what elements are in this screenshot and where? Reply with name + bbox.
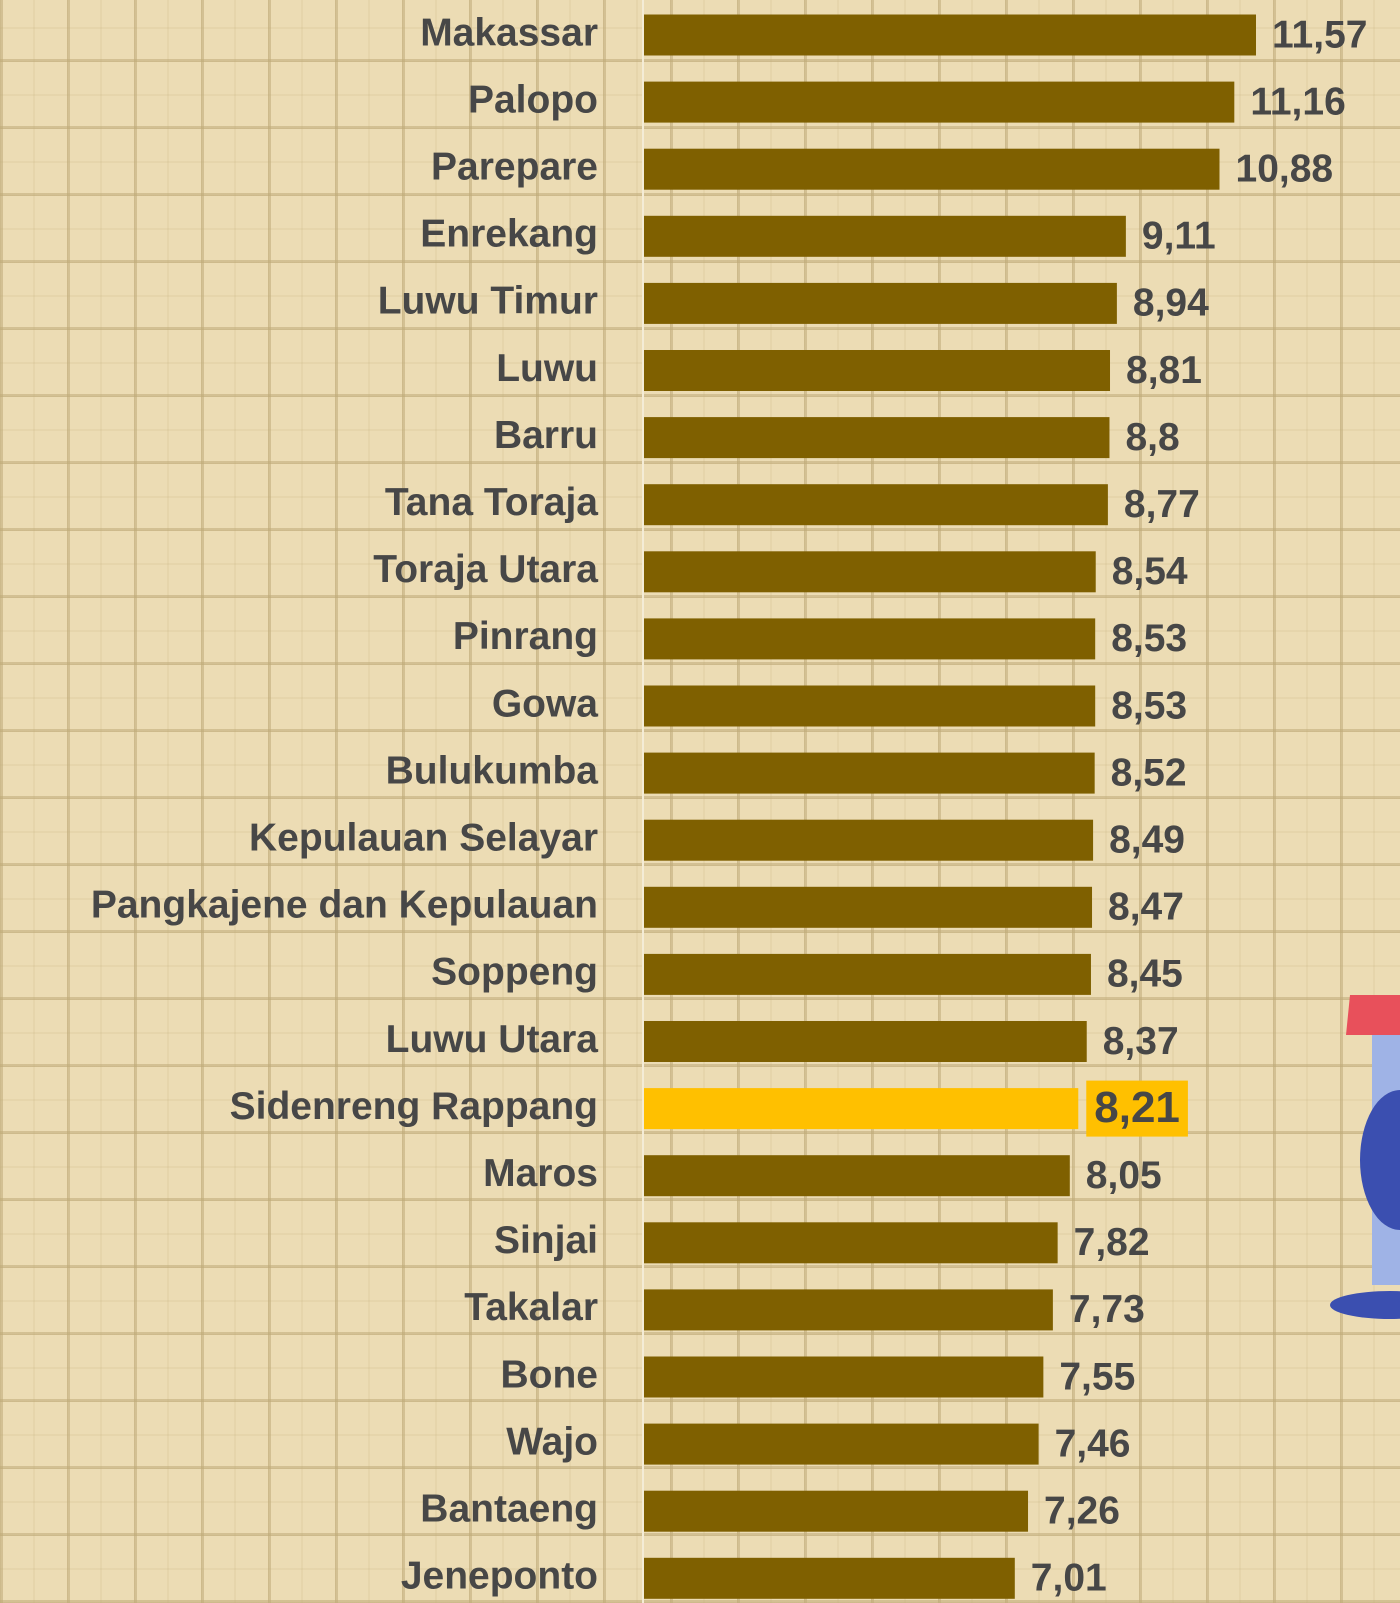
bar	[644, 1088, 1079, 1130]
bar	[644, 1222, 1058, 1264]
value-label: 8,8	[1125, 416, 1179, 459]
bar	[644, 685, 1096, 727]
category-label: Kepulauan Selayar	[249, 816, 598, 859]
value-label: 7,55	[1059, 1355, 1135, 1398]
axis-line	[642, 0, 644, 1603]
category-label: Sidenreng Rappang	[230, 1085, 598, 1128]
bar	[644, 417, 1110, 459]
value-label: 7,82	[1074, 1221, 1150, 1264]
category-label: Wajo	[506, 1420, 598, 1463]
value-label: 7,01	[1031, 1557, 1107, 1600]
bar	[644, 886, 1093, 928]
figure	[1360, 1090, 1400, 1230]
category-label: Pinrang	[453, 615, 598, 658]
value-label: 8,53	[1111, 617, 1187, 660]
category-label: Luwu Utara	[386, 1018, 599, 1061]
value-label-highlight	[1086, 1080, 1188, 1137]
category-label: Bulukumba	[386, 749, 599, 792]
value-label: 8,47	[1108, 886, 1184, 929]
bar	[644, 350, 1111, 391]
value-label: 11,57	[1272, 13, 1367, 56]
category-label: Jeneponto	[401, 1555, 598, 1598]
value-label: 11,16	[1250, 80, 1345, 123]
bar	[644, 618, 1096, 660]
value-label: 8,49	[1109, 818, 1185, 861]
value-label: 8,94	[1133, 282, 1209, 325]
bar	[644, 551, 1096, 593]
value-label: 8,05	[1086, 1154, 1162, 1197]
category-label: Bone	[501, 1353, 599, 1396]
category-label: Makassar	[420, 11, 598, 54]
bar	[644, 282, 1117, 324]
category-label: Maros	[483, 1152, 598, 1195]
value-label: 8,37	[1103, 1020, 1179, 1063]
value-label: 8,77	[1124, 483, 1200, 526]
bar	[644, 1021, 1087, 1062]
category-label: Palopo	[468, 78, 598, 121]
value-label: 8,52	[1111, 751, 1187, 794]
category-label: Tana Toraja	[385, 481, 598, 524]
value-label: 7,46	[1055, 1422, 1131, 1465]
bar	[644, 1356, 1044, 1398]
decoration	[1330, 995, 1400, 1319]
bar	[644, 14, 1256, 56]
bar	[644, 148, 1220, 190]
value-label: 10,88	[1236, 147, 1334, 190]
value-label: 8,81	[1126, 349, 1202, 392]
category-label: Pangkajene dan Kepulauan	[91, 884, 598, 927]
value-label: 8,45	[1107, 953, 1183, 996]
bar	[644, 81, 1235, 123]
category-label: Takalar	[464, 1286, 598, 1329]
category-label: Gowa	[492, 682, 598, 725]
bar	[644, 752, 1095, 794]
value-label: 9,11	[1142, 215, 1216, 258]
category-label: Luwu	[496, 347, 598, 390]
cloud	[1330, 1291, 1400, 1319]
value-label: 8,54	[1112, 550, 1188, 593]
bar	[644, 1155, 1070, 1197]
bar	[644, 1289, 1053, 1331]
category-label: Bantaeng	[420, 1487, 598, 1530]
bar	[644, 953, 1091, 995]
category-label: Parepare	[431, 145, 598, 188]
roof	[1346, 995, 1400, 1035]
value-label: 7,26	[1044, 1489, 1120, 1532]
category-label: Enrekang	[420, 213, 598, 256]
value-label: 7,73	[1069, 1288, 1145, 1331]
bar	[644, 1423, 1039, 1465]
value-label: 8,21	[1094, 1083, 1180, 1132]
bar	[644, 1490, 1029, 1532]
bar	[644, 819, 1094, 861]
category-label: Barru	[494, 414, 598, 457]
category-label: Luwu Timur	[378, 280, 598, 323]
category-label: Sinjai	[494, 1219, 598, 1262]
bar	[644, 484, 1108, 526]
category-label: Soppeng	[431, 951, 598, 994]
bar	[644, 215, 1126, 257]
value-label: 8,53	[1111, 684, 1187, 727]
bar	[644, 1557, 1015, 1599]
category-label: Toraja Utara	[373, 548, 598, 591]
